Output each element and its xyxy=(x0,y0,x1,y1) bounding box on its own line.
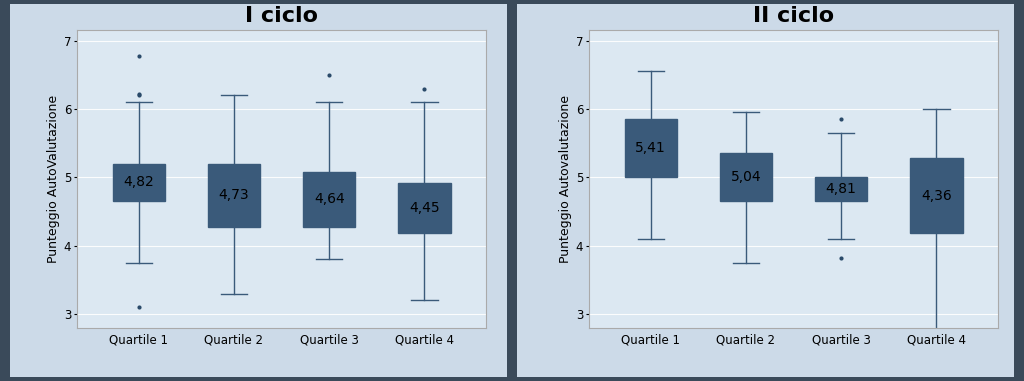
Text: 4,82: 4,82 xyxy=(123,176,154,189)
Text: 5,41: 5,41 xyxy=(635,141,666,155)
Title: II ciclo: II ciclo xyxy=(753,6,835,26)
PathPatch shape xyxy=(113,164,165,201)
Y-axis label: Punteggio AutoValutazione: Punteggio AutoValutazione xyxy=(46,95,59,263)
PathPatch shape xyxy=(910,158,963,234)
PathPatch shape xyxy=(303,172,355,227)
Text: 4,64: 4,64 xyxy=(313,192,345,206)
Title: I ciclo: I ciclo xyxy=(245,6,318,26)
PathPatch shape xyxy=(208,164,260,227)
PathPatch shape xyxy=(398,183,451,234)
Text: 4,73: 4,73 xyxy=(219,188,249,202)
Y-axis label: Punteggio Autovalutazione: Punteggio Autovalutazione xyxy=(558,95,571,263)
Text: 4,36: 4,36 xyxy=(922,189,952,203)
Text: 5,04: 5,04 xyxy=(731,170,761,184)
PathPatch shape xyxy=(625,119,677,178)
Text: 4,81: 4,81 xyxy=(825,182,857,196)
Text: 4,45: 4,45 xyxy=(410,201,439,215)
PathPatch shape xyxy=(815,178,867,201)
PathPatch shape xyxy=(720,154,772,201)
